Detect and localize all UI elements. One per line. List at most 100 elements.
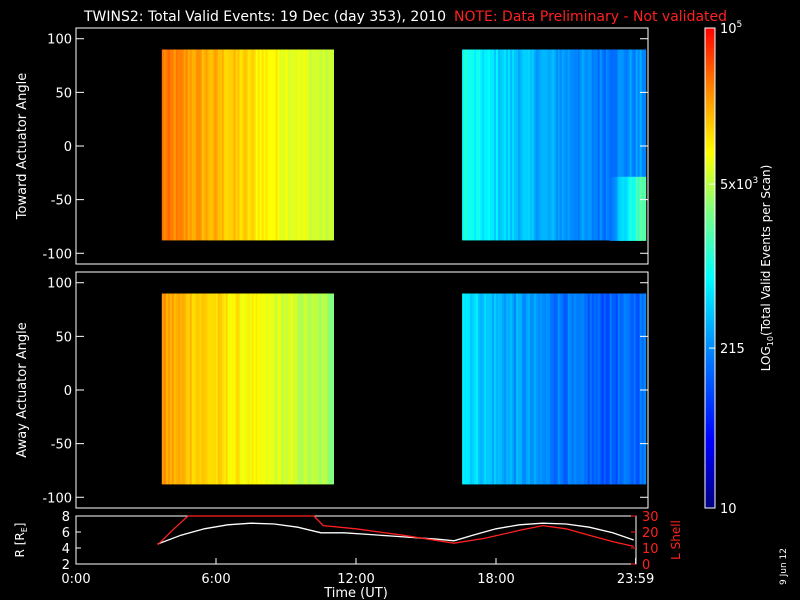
heatmap-column [263, 293, 267, 485]
heatmap-column [191, 49, 195, 241]
heatmap-cell [639, 176, 643, 210]
heatmap-cell [635, 81, 639, 114]
heatmap-column [617, 293, 621, 485]
heatmap-cell [627, 81, 631, 114]
heatmap-column [193, 293, 197, 485]
heatmap-column [523, 49, 527, 241]
colorbar: 105 5x103 215 10 LOG10(Total Valid Events p… [704, 20, 775, 517]
heatmap-column [585, 293, 589, 485]
heatmap-column [259, 49, 263, 241]
heatmap-cell [625, 144, 629, 178]
heatmap-cell [637, 176, 641, 210]
heatmap-column [539, 49, 543, 241]
heatmap-cell [619, 113, 623, 146]
heatmap-column [249, 293, 253, 485]
heatmap-cell [627, 208, 631, 241]
heatmap-cell [629, 208, 633, 241]
heatmap-column [199, 293, 203, 485]
xticks-orbit: 0:00 6:00 12:00 18:00 23:59 [61, 558, 654, 587]
heatmap-cell [635, 208, 639, 241]
heatmap-column [313, 293, 316, 485]
heatmap-column [235, 293, 239, 485]
heatmap-column [541, 293, 545, 485]
heatmap-column [249, 49, 253, 241]
heatmap-column [331, 293, 334, 485]
heatmap-cell [623, 81, 627, 114]
heatmap-column [581, 49, 585, 241]
heatmap-cell [617, 208, 621, 241]
heatmap-cell [641, 81, 645, 114]
ytick-label: -50 [51, 438, 72, 453]
heatmap-column [253, 49, 257, 241]
heatmap-column [486, 293, 489, 485]
heatmap-column [496, 293, 499, 485]
heatmap-cell [641, 144, 645, 178]
heatmap-cell [609, 49, 613, 82]
heatmap-column [490, 293, 493, 485]
heatmap-column [173, 49, 177, 241]
heatmap-column [301, 49, 305, 241]
heatmap-column [567, 293, 571, 485]
heatmap-column [492, 49, 495, 241]
heatmap-column [579, 49, 583, 241]
heatmap-cell [637, 113, 641, 146]
heatmap-column [303, 49, 307, 241]
colorbar-label: LOG10(Total Valid Events per Scan) [759, 165, 775, 372]
heatmap-cell [617, 144, 621, 178]
heatmap-column [281, 293, 285, 485]
heatmap-column [203, 49, 207, 241]
heatmap-column [303, 293, 307, 485]
heatmap-cell [633, 113, 637, 146]
heatmap-cell [639, 208, 643, 241]
ytick-left-label: 8 [62, 510, 70, 525]
heatmap-column [243, 49, 247, 241]
heatmap-column [633, 293, 637, 485]
heatmap-cell [625, 176, 629, 210]
heatmap-column [521, 293, 525, 485]
colorbar-tick-label: 215 [720, 342, 745, 357]
heatmap-cell [619, 81, 623, 114]
heatmap-column [245, 293, 249, 485]
date-stamp: 9 Jun 12 [779, 548, 789, 585]
heatmap-column [637, 293, 641, 485]
ylabel-orbit-left: R [RE] [13, 523, 29, 558]
heatmap-column [462, 49, 465, 241]
heatmap-column [589, 293, 593, 485]
heatmap-column [510, 49, 513, 241]
heatmap-column [607, 49, 611, 241]
heatmap-cell [613, 81, 617, 114]
heatmap-column [508, 293, 511, 485]
heatmap-cell [633, 49, 637, 82]
heatmap-column [593, 293, 597, 485]
heatmap-column [321, 293, 324, 485]
yticks-toward: 100 50 0 -50 -100 [42, 33, 648, 262]
heatmap-cell [633, 176, 637, 210]
heatmap-column [215, 49, 219, 241]
heatmap-column [555, 49, 559, 241]
heatmap-cell [637, 49, 641, 82]
heatmap-column [607, 293, 611, 485]
heatmap-column [474, 49, 477, 241]
heatmap-column [577, 293, 581, 485]
heatmap-column [273, 49, 277, 241]
heatmap-column [319, 293, 322, 485]
heatmap-column [207, 49, 211, 241]
heatmap-column [537, 293, 541, 485]
heatmap-column [221, 293, 225, 485]
heatmap-column [613, 293, 617, 485]
xtick-label: 0:00 [61, 572, 90, 587]
xtick-label: 12:00 [337, 572, 374, 587]
heatmap-column [171, 49, 175, 241]
heatmap-column [189, 293, 193, 485]
heatmap-column [167, 49, 171, 241]
heatmap-column [257, 293, 261, 485]
heatmap-column [510, 293, 513, 485]
heatmap-column [516, 293, 519, 485]
ytick-right-label: 20 [642, 526, 659, 541]
heatmap-cell [635, 144, 639, 178]
heatmap-column [183, 49, 187, 241]
heatmap-column [631, 293, 635, 485]
heatmap-column [315, 293, 318, 485]
